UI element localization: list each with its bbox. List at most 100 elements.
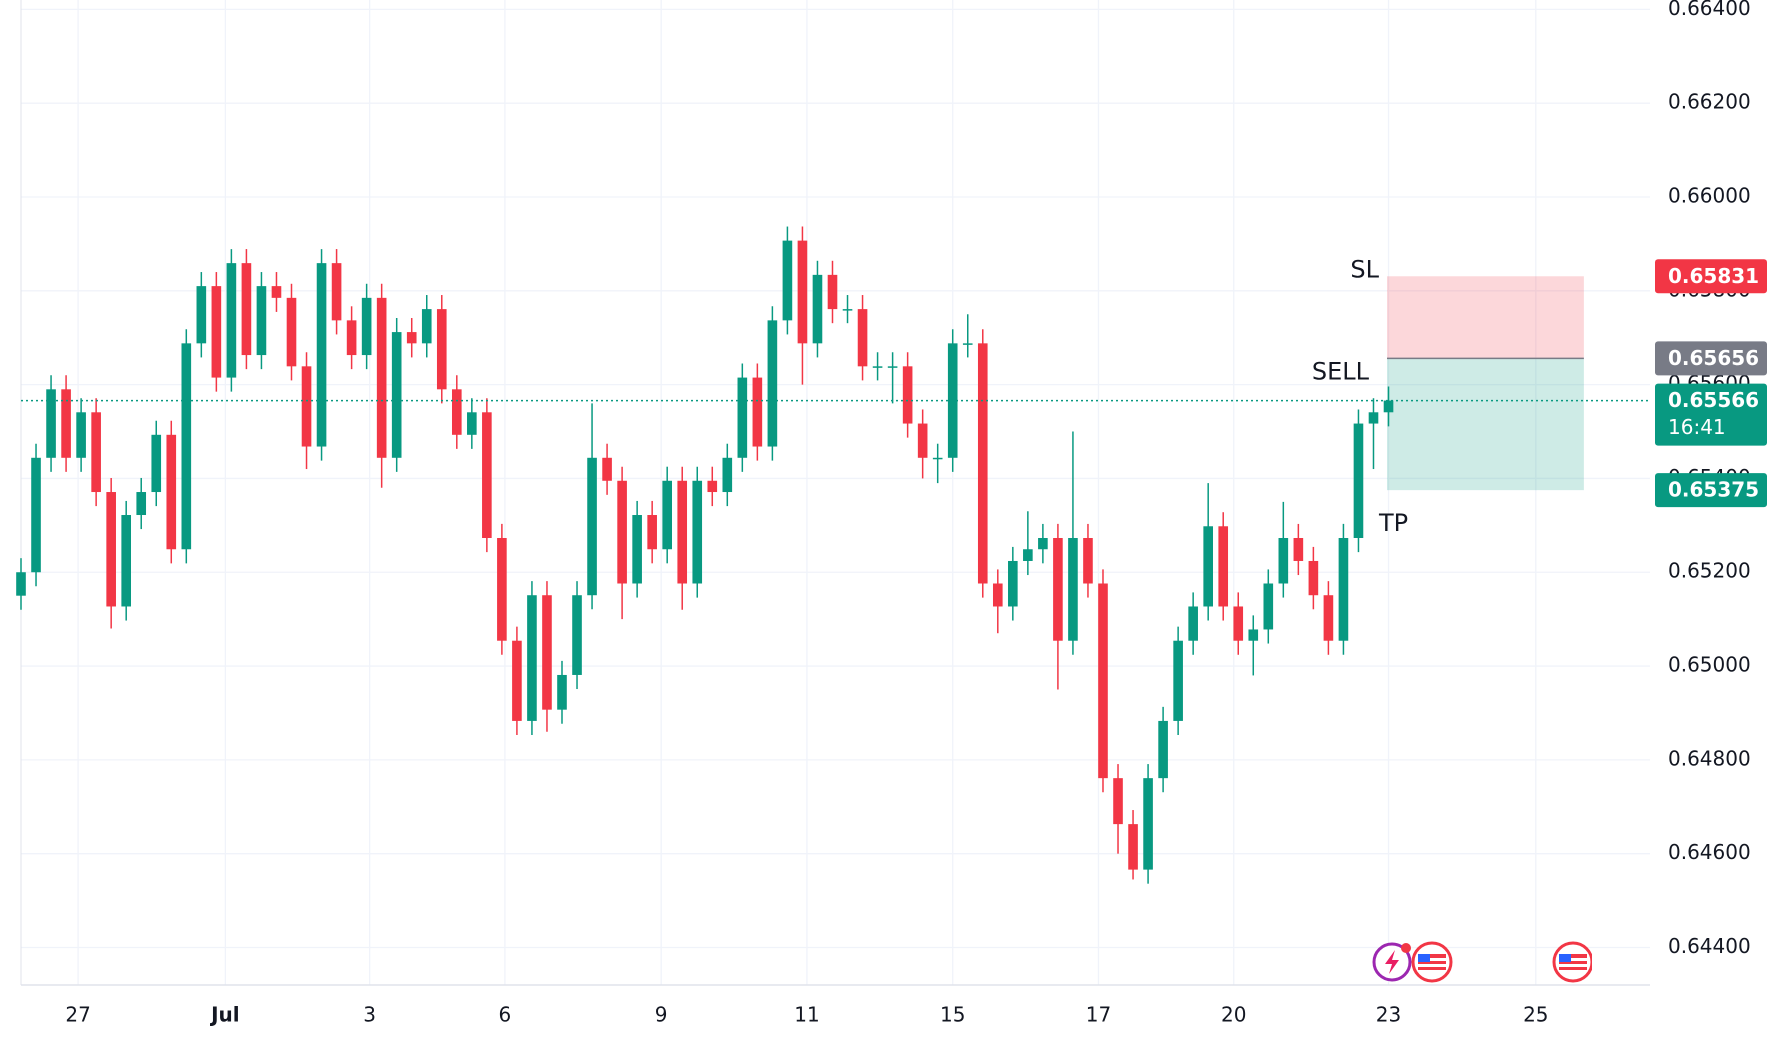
candle-body	[692, 480, 703, 584]
candle-body	[842, 309, 853, 311]
y-tick-label: 0.65200	[1668, 559, 1751, 583]
candle-body	[782, 240, 793, 321]
flag-stripe	[1418, 958, 1446, 961]
candle-body	[557, 674, 567, 710]
candle-body	[256, 286, 267, 356]
x-tick-label: 9	[655, 1003, 668, 1027]
event-icons	[1372, 940, 1592, 984]
candle-body	[1278, 537, 1289, 584]
candle-body	[632, 515, 642, 584]
candle-body	[467, 412, 477, 435]
x-tick-label: 20	[1221, 1003, 1246, 1027]
x-tick-label: 11	[794, 1003, 819, 1027]
candle-body	[737, 377, 748, 458]
candle-body	[587, 457, 597, 596]
candle-body	[827, 274, 838, 310]
candle-body	[722, 457, 733, 493]
flag-stripe	[1418, 964, 1446, 967]
candle-body	[376, 297, 387, 458]
candle-body	[316, 263, 327, 447]
x-tick-label: Jul	[209, 1003, 240, 1027]
candle-body	[1158, 720, 1168, 779]
candle-body	[226, 263, 237, 378]
candle-body	[917, 423, 928, 458]
candle-body	[331, 263, 342, 321]
candle-body	[46, 389, 56, 458]
candle-body	[527, 595, 537, 721]
x-tick-label: 3	[363, 1003, 376, 1027]
flag-canton	[1559, 954, 1571, 962]
candle-body	[1023, 549, 1033, 561]
entry-badge-label: 0.65656	[1668, 346, 1759, 370]
countdown-label: 16:41	[1668, 415, 1726, 439]
candle-body	[1263, 583, 1274, 630]
candle-body	[797, 240, 808, 344]
x-tick-label: 6	[499, 1003, 512, 1027]
current-price-label: 0.65566	[1668, 388, 1759, 412]
stop-zone	[1387, 276, 1584, 359]
candle-body	[1368, 412, 1379, 424]
candle-body	[752, 377, 763, 447]
candle-body	[301, 366, 312, 447]
candle-body	[647, 515, 657, 550]
candle-body	[962, 343, 973, 345]
candle-body	[436, 309, 447, 390]
candle-body	[512, 640, 522, 721]
news-icon-bolt	[1385, 950, 1399, 974]
y-tick-label: 0.64600	[1668, 840, 1751, 864]
candle-body	[61, 389, 71, 458]
candle-body	[106, 492, 116, 607]
candle-body	[1218, 526, 1229, 607]
candle-body	[497, 537, 507, 641]
candle-body	[16, 572, 26, 596]
candle-body	[361, 297, 372, 356]
candle-body	[707, 480, 718, 493]
candle-body	[662, 480, 672, 550]
candle-body	[451, 389, 462, 435]
x-tick-label: 27	[65, 1003, 90, 1027]
candle-body	[1098, 583, 1108, 779]
target-badge	[1655, 473, 1767, 508]
target-label: TP	[1378, 509, 1408, 537]
candle-body	[166, 434, 177, 550]
event-icons-svg	[1372, 941, 1592, 983]
candle-body	[1143, 778, 1153, 870]
target-zone	[1387, 358, 1584, 491]
x-tick-label: 23	[1376, 1003, 1401, 1027]
target-badge-label: 0.65375	[1668, 478, 1759, 502]
candle-body	[1053, 537, 1063, 641]
candle-body	[211, 286, 222, 378]
candle-body	[1323, 595, 1334, 641]
candle-body	[767, 320, 778, 447]
candle-body	[31, 457, 41, 573]
candle-body	[391, 332, 402, 458]
candle-body	[346, 320, 357, 356]
x-tick-label: 25	[1523, 1003, 1548, 1027]
candle-body	[1113, 778, 1123, 825]
candle-body	[421, 309, 432, 344]
candle-body	[887, 366, 898, 368]
y-tick-label: 0.64400	[1668, 934, 1751, 958]
candle-body	[151, 434, 162, 493]
y-tick-label: 0.66400	[1668, 0, 1751, 20]
candle-body	[1083, 537, 1093, 584]
flag-stripe	[1559, 964, 1587, 967]
candle-body	[1173, 640, 1183, 721]
candle-body	[1038, 537, 1048, 550]
candle-body	[181, 343, 192, 550]
candle-body	[677, 480, 688, 584]
candle-body	[196, 286, 207, 344]
x-tick-label: 15	[940, 1003, 965, 1027]
flag-canton	[1418, 954, 1430, 962]
candle-body	[1338, 537, 1349, 641]
stop-label: SL	[1350, 255, 1379, 283]
candle-body	[1293, 537, 1304, 561]
entry-label: SELL	[1312, 357, 1370, 385]
candle-body	[1188, 606, 1198, 641]
stop-badge-label: 0.65831	[1668, 264, 1759, 288]
news-dot	[1401, 943, 1411, 953]
candle-body	[1068, 537, 1078, 641]
candle-body	[482, 412, 492, 538]
